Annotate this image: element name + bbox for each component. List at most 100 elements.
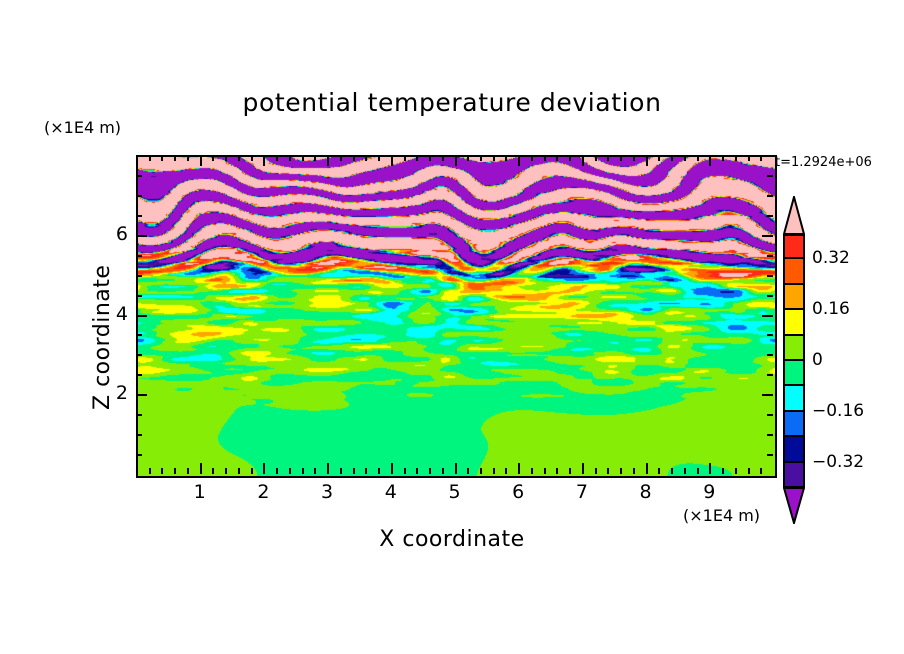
x-axis-tick	[442, 468, 444, 474]
y-axis-tick	[767, 215, 773, 217]
x-axis-tick	[531, 155, 533, 161]
timestamp-annotation: t=1.2924e+06	[775, 155, 872, 170]
x-axis-tick	[569, 155, 571, 161]
x-axis-tick	[416, 155, 418, 161]
x-axis-tick	[404, 155, 406, 161]
x-axis-tick	[697, 155, 699, 161]
y-axis-tick	[762, 235, 773, 237]
x-axis-tick	[212, 155, 214, 161]
x-axis-tick	[467, 468, 469, 474]
y-axis-tick	[767, 334, 773, 336]
x-axis-tick	[505, 468, 507, 474]
y-axis-tick	[136, 334, 142, 336]
y-axis-tick	[767, 454, 773, 456]
y-axis-tick	[767, 374, 773, 376]
y-axis-tick	[136, 454, 142, 456]
x-axis-tick	[595, 155, 597, 161]
x-axis-tick	[404, 468, 406, 474]
x-axis-tick-label: 4	[384, 481, 397, 503]
plot-area	[136, 155, 777, 478]
x-axis-tick	[289, 155, 291, 161]
y-axis-tick	[767, 414, 773, 416]
y-axis-tick	[136, 215, 142, 217]
y-axis-tick	[136, 195, 142, 197]
y-axis-tick	[136, 374, 142, 376]
x-axis-tick	[378, 155, 380, 161]
x-axis-tick	[493, 468, 495, 474]
x-axis-tick	[671, 468, 673, 474]
x-axis-tick-label: 1	[193, 481, 206, 503]
x-axis-tick	[263, 155, 265, 166]
x-axis-tick	[174, 468, 176, 474]
colorbar-tick-label: −0.32	[812, 451, 865, 472]
colorbar-band	[783, 411, 805, 438]
x-axis-tick	[760, 155, 762, 161]
x-axis-tick	[646, 463, 648, 474]
x-axis-tick	[671, 155, 673, 161]
x-axis-tick	[658, 155, 660, 161]
x-axis-tick-label: 5	[448, 481, 461, 503]
contour-field	[138, 157, 775, 476]
x-axis-tick	[455, 155, 457, 166]
x-axis-tick	[391, 463, 393, 474]
y-axis-tick	[136, 394, 147, 396]
x-axis-tick	[709, 463, 711, 474]
x-axis-tick	[582, 463, 584, 474]
x-axis-tick	[556, 155, 558, 161]
y-axis-unit-label: (×1E4 m)	[44, 118, 122, 137]
colorbar-tick-label: −0.16	[812, 400, 865, 421]
x-axis-tick	[620, 468, 622, 474]
x-axis-tick	[365, 468, 367, 474]
x-axis-tick	[569, 468, 571, 474]
colorbar-tick-label: 0.16	[812, 299, 850, 320]
x-axis-tick	[697, 468, 699, 474]
x-axis-tick	[748, 155, 750, 161]
x-axis-tick-label: 7	[575, 481, 588, 503]
y-axis-tick	[136, 175, 142, 177]
y-axis-tick	[136, 255, 142, 257]
x-axis-tick	[238, 468, 240, 474]
x-axis-tick	[149, 155, 151, 161]
x-axis-tick	[187, 155, 189, 161]
x-axis-tick	[735, 468, 737, 474]
x-axis-tick	[416, 468, 418, 474]
y-axis-tick	[136, 275, 142, 277]
x-axis-tick	[493, 155, 495, 161]
y-axis-tick	[136, 414, 142, 416]
x-axis-tick	[722, 468, 724, 474]
y-axis-tick	[767, 195, 773, 197]
x-axis-tick-label: 6	[512, 481, 525, 503]
x-axis-tick	[544, 468, 546, 474]
x-axis-tick	[238, 155, 240, 161]
x-axis-tick	[646, 155, 648, 166]
x-axis-tick	[633, 468, 635, 474]
x-axis-tick	[161, 155, 163, 161]
y-axis-tick	[767, 354, 773, 356]
x-axis-tick	[607, 155, 609, 161]
x-axis-tick	[658, 468, 660, 474]
x-axis-tick	[709, 155, 711, 166]
colorbar-band	[783, 386, 805, 412]
x-axis-tick	[302, 155, 304, 161]
x-axis-tick	[633, 155, 635, 161]
colorbar-band	[783, 361, 805, 387]
x-axis-tick	[684, 468, 686, 474]
y-axis-tick	[136, 315, 147, 317]
x-axis-tick	[327, 155, 329, 166]
x-axis-tick	[302, 468, 304, 474]
y-axis-tick	[767, 295, 773, 297]
y-axis-tick-label: 4	[115, 302, 128, 325]
x-axis-tick	[442, 155, 444, 161]
x-axis-tick	[544, 155, 546, 161]
colorbar-tick-label: 0	[812, 350, 823, 370]
x-axis-tick	[518, 463, 520, 474]
x-axis-tick-label: 3	[321, 481, 334, 503]
x-axis-tick	[505, 155, 507, 161]
x-axis-tick	[378, 468, 380, 474]
colorbar-cap-top	[782, 193, 806, 235]
x-axis-tick	[340, 468, 342, 474]
x-axis-tick	[314, 468, 316, 474]
x-axis-tick	[429, 155, 431, 161]
x-axis-tick	[174, 155, 176, 161]
x-axis-tick	[480, 468, 482, 474]
